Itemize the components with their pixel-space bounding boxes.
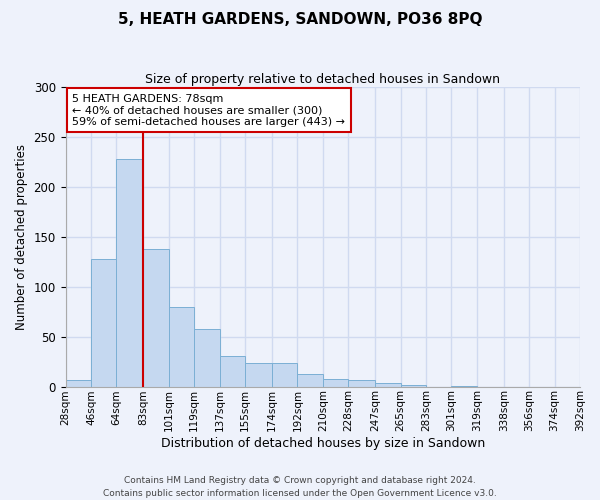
Bar — [245, 362, 272, 386]
X-axis label: Distribution of detached houses by size in Sandown: Distribution of detached houses by size … — [161, 437, 485, 450]
Bar — [323, 378, 348, 386]
Bar — [348, 380, 375, 386]
Bar — [116, 158, 143, 386]
Y-axis label: Number of detached properties: Number of detached properties — [15, 144, 28, 330]
Text: 5 HEATH GARDENS: 78sqm
← 40% of detached houses are smaller (300)
59% of semi-de: 5 HEATH GARDENS: 78sqm ← 40% of detached… — [73, 94, 346, 127]
Text: Contains HM Land Registry data © Crown copyright and database right 2024.
Contai: Contains HM Land Registry data © Crown c… — [103, 476, 497, 498]
Bar — [272, 362, 298, 386]
Bar — [298, 374, 323, 386]
Bar — [194, 328, 220, 386]
Text: 5, HEATH GARDENS, SANDOWN, PO36 8PQ: 5, HEATH GARDENS, SANDOWN, PO36 8PQ — [118, 12, 482, 28]
Title: Size of property relative to detached houses in Sandown: Size of property relative to detached ho… — [145, 72, 500, 86]
Bar — [65, 380, 91, 386]
Bar — [169, 306, 194, 386]
Bar — [91, 258, 116, 386]
Bar — [220, 356, 245, 386]
Bar — [143, 248, 169, 386]
Bar — [401, 384, 426, 386]
Bar — [375, 382, 401, 386]
